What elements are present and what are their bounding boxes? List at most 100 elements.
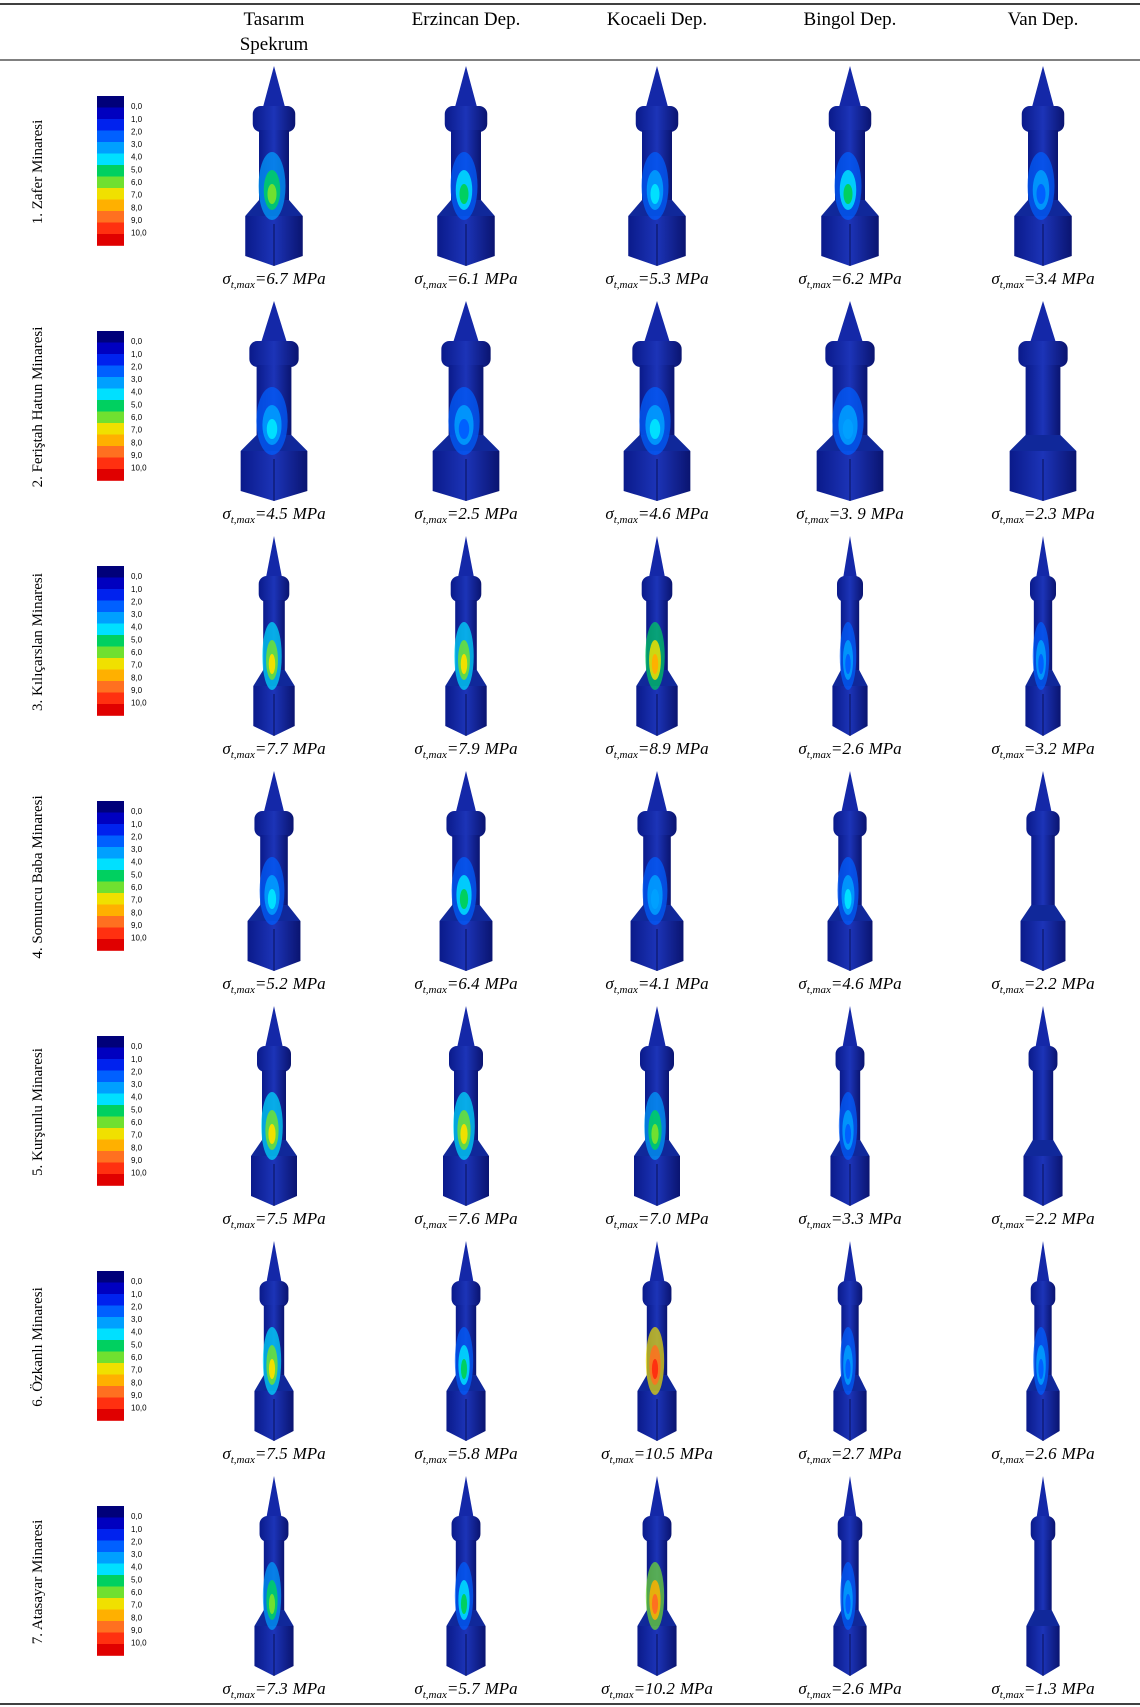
- unit: MPa: [675, 504, 709, 523]
- unit: MPa: [868, 1444, 902, 1463]
- minaret-model: [248, 771, 301, 971]
- stress-caption: σt,max=7.3MPa: [222, 1679, 325, 1701]
- legend-swatch: [97, 1340, 124, 1352]
- legend-swatch: [97, 1071, 124, 1083]
- balcony: [260, 1281, 289, 1307]
- legend-swatch: [97, 366, 124, 378]
- legend-label: 0,0: [131, 102, 143, 111]
- legend-label: 2,0: [131, 127, 143, 136]
- stress-caption: σt,max=2.2MPa: [991, 1209, 1094, 1231]
- minaret-model: [1026, 1241, 1059, 1441]
- spire: [458, 536, 474, 578]
- balcony: [829, 106, 872, 132]
- legend-swatch: [97, 939, 124, 951]
- subscript: t,max: [231, 279, 255, 291]
- spire: [1034, 771, 1052, 813]
- equals: =: [829, 504, 840, 523]
- equals: =: [255, 739, 266, 758]
- unit: MPa: [1061, 739, 1095, 758]
- legend-swatch: [97, 1174, 124, 1186]
- stress-caption: σt,max=4.1MPa: [605, 974, 708, 996]
- subscript: t,max: [423, 984, 447, 996]
- unit: MPa: [868, 1679, 902, 1698]
- legend-label: 10,0: [131, 1639, 147, 1648]
- spire: [843, 1241, 856, 1283]
- legend-swatch: [97, 1621, 124, 1633]
- legend-label: 1,0: [131, 1055, 143, 1064]
- spire: [458, 1476, 473, 1518]
- legend-swatch: [97, 693, 124, 705]
- balcony: [253, 106, 296, 132]
- balcony: [838, 1281, 863, 1307]
- minaret-model: [821, 66, 879, 266]
- legend-swatch: [97, 1283, 124, 1295]
- legend-swatch: [97, 343, 124, 355]
- minaret-model: [254, 1241, 293, 1441]
- stress-peak: [1038, 1359, 1043, 1379]
- legend-label: 7,0: [131, 426, 143, 435]
- subscript: t,max: [423, 1689, 447, 1701]
- unit: MPa: [868, 974, 902, 993]
- legend-label: 4,0: [131, 858, 143, 867]
- spire: [456, 771, 477, 813]
- column-header: Van Dep.: [1008, 9, 1079, 30]
- equals: =: [1024, 1209, 1035, 1228]
- unit: MPa: [675, 739, 709, 758]
- minaret-model: [245, 66, 303, 266]
- minaret-model: [446, 1241, 485, 1441]
- legend-label: 0,0: [131, 1042, 143, 1051]
- spire: [266, 1476, 281, 1518]
- legend-swatch: [97, 1117, 124, 1129]
- minaret-model: [440, 771, 493, 971]
- legend-label: 1,0: [131, 115, 143, 124]
- legend-swatch: [97, 1375, 124, 1387]
- balcony: [452, 1281, 481, 1307]
- spire: [649, 1476, 664, 1518]
- spire: [453, 301, 479, 343]
- unit: MPa: [292, 739, 326, 758]
- stress-value: 7.5: [266, 1444, 287, 1463]
- stress-peak: [650, 419, 660, 439]
- legend-label: 1,0: [131, 350, 143, 359]
- legend-swatch: [97, 1048, 124, 1060]
- unit: MPa: [675, 1209, 709, 1228]
- legend-swatch: [97, 916, 124, 928]
- legend-label: 2,0: [131, 1067, 143, 1076]
- row-label: 6. Özkanlı Minaresi: [29, 1287, 46, 1407]
- legend-label: 2,0: [131, 1302, 143, 1311]
- stress-peak: [269, 1594, 275, 1614]
- equals: =: [1024, 504, 1035, 523]
- stress-value: 2.2: [1035, 974, 1057, 993]
- subscript: t,max: [231, 514, 255, 526]
- stress-peak: [460, 1124, 467, 1144]
- legend-label: 6,0: [131, 1353, 143, 1362]
- legend-swatch: [97, 905, 124, 917]
- column-header: Tasarım: [244, 9, 305, 30]
- stress-value: 5.7: [458, 1679, 481, 1698]
- stress-peak: [651, 1124, 658, 1144]
- legend-swatch: [97, 1633, 124, 1645]
- stress-value: 2.6: [1035, 1444, 1057, 1463]
- legend-label: 3,0: [131, 610, 143, 619]
- legend-swatch: [97, 188, 124, 200]
- subscript: t,max: [614, 514, 638, 526]
- legend-swatch: [97, 1329, 124, 1341]
- spire: [1032, 66, 1055, 108]
- legend-swatch: [97, 1094, 124, 1106]
- subscript: t,max: [807, 1454, 831, 1466]
- stress-value: 7.3: [266, 1679, 287, 1698]
- minaret-model: [1010, 301, 1077, 501]
- row-label: 1. Zafer Minaresi: [30, 120, 46, 225]
- legend-label: 9,0: [131, 451, 143, 460]
- equals: =: [638, 739, 649, 758]
- minaret-model: [251, 1006, 297, 1206]
- legend-swatch: [97, 165, 124, 177]
- legend-swatch: [97, 469, 124, 481]
- stress-caption: σt,max=5.7MPa: [414, 1679, 517, 1701]
- unit: MPa: [675, 269, 709, 288]
- minaret-model: [1023, 1006, 1062, 1206]
- shaft: [1031, 835, 1054, 905]
- unit: MPa: [292, 1444, 326, 1463]
- row-label: 4. Somuncu Baba Minaresi: [30, 795, 46, 958]
